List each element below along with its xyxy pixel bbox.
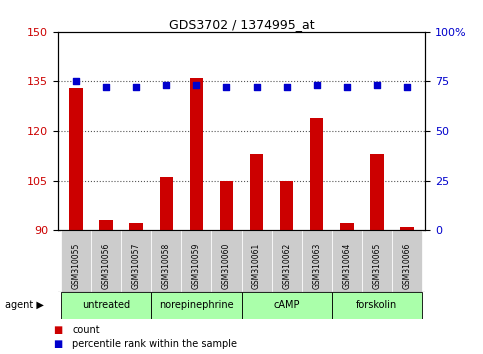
Point: [102, 85, 110, 90]
Text: GSM310065: GSM310065: [372, 242, 382, 289]
Point: [162, 82, 170, 88]
Point: [313, 82, 321, 88]
Bar: [242, 292, 332, 319]
Bar: [91, 230, 121, 292]
Bar: [181, 230, 212, 292]
Point: [343, 85, 351, 90]
Bar: [212, 230, 242, 292]
Text: GSM310055: GSM310055: [71, 242, 81, 289]
Text: GSM310063: GSM310063: [312, 242, 321, 289]
Text: agent ▶: agent ▶: [5, 300, 43, 310]
Text: GSM310058: GSM310058: [162, 243, 171, 289]
Text: GSM310064: GSM310064: [342, 242, 351, 289]
Text: percentile rank within the sample: percentile rank within the sample: [72, 339, 238, 349]
Bar: [61, 292, 151, 319]
Point: [283, 85, 290, 90]
Bar: [129, 223, 143, 230]
Point: [132, 85, 140, 90]
Bar: [392, 230, 422, 292]
Point: [373, 82, 381, 88]
Bar: [242, 230, 271, 292]
Text: GSM310060: GSM310060: [222, 242, 231, 289]
Bar: [121, 230, 151, 292]
Bar: [250, 154, 263, 230]
Text: GSM310057: GSM310057: [132, 242, 141, 289]
Bar: [69, 88, 83, 230]
Bar: [310, 118, 324, 230]
Text: cAMP: cAMP: [273, 300, 300, 310]
Text: forskolin: forskolin: [356, 300, 398, 310]
Bar: [151, 230, 181, 292]
Text: count: count: [72, 325, 100, 335]
Point: [72, 79, 80, 84]
Text: GSM310062: GSM310062: [282, 243, 291, 289]
Bar: [302, 230, 332, 292]
Bar: [190, 78, 203, 230]
Text: ■: ■: [53, 325, 62, 335]
Bar: [370, 154, 384, 230]
Bar: [280, 181, 293, 230]
Bar: [151, 292, 242, 319]
Bar: [61, 230, 91, 292]
Bar: [159, 177, 173, 230]
Point: [193, 82, 200, 88]
Text: norepinephrine: norepinephrine: [159, 300, 234, 310]
Bar: [271, 230, 302, 292]
Text: untreated: untreated: [82, 300, 130, 310]
Text: GSM310066: GSM310066: [402, 242, 412, 289]
Title: GDS3702 / 1374995_at: GDS3702 / 1374995_at: [169, 18, 314, 31]
Text: GSM310059: GSM310059: [192, 242, 201, 289]
Text: ■: ■: [53, 339, 62, 349]
Bar: [99, 220, 113, 230]
Bar: [362, 230, 392, 292]
Bar: [340, 223, 354, 230]
Point: [223, 85, 230, 90]
Bar: [332, 230, 362, 292]
Bar: [220, 181, 233, 230]
Text: GSM310056: GSM310056: [101, 242, 111, 289]
Bar: [400, 227, 414, 230]
Bar: [332, 292, 422, 319]
Point: [253, 85, 260, 90]
Point: [403, 85, 411, 90]
Text: GSM310061: GSM310061: [252, 243, 261, 289]
